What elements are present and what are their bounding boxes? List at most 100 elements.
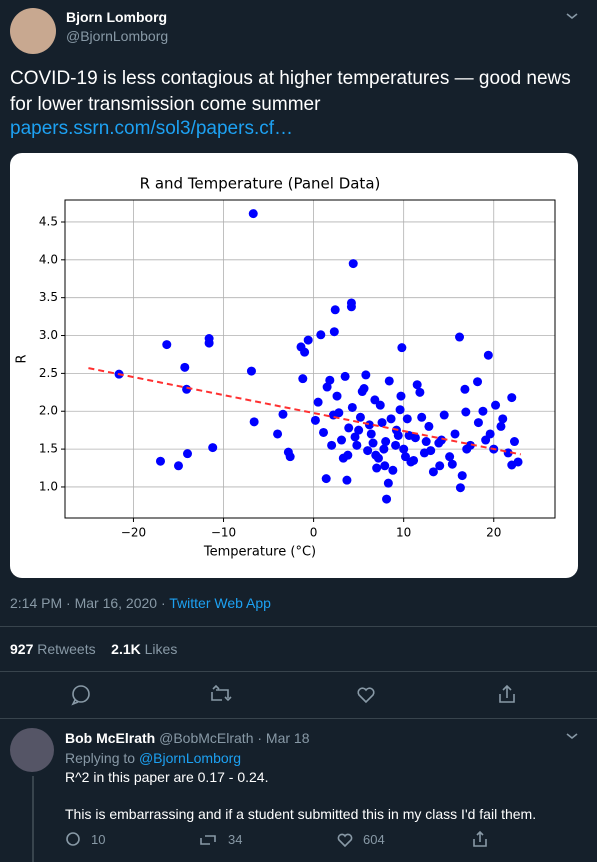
point [379,444,389,454]
point [337,435,347,445]
reply-button[interactable] [71,685,90,706]
share-button[interactable] [499,684,515,703]
point [344,423,354,433]
retweet-count[interactable]: 927 [10,641,34,657]
point [182,384,192,394]
like-icon[interactable] [337,833,353,848]
point [343,450,353,460]
point [377,418,387,428]
like-count[interactable]: 2.1K [111,641,141,657]
chart-title: R and Temperature (Panel Data) [140,175,381,193]
y-tick-label: 1.5 [39,442,58,456]
x-tick-label: 10 [396,526,411,540]
point [478,406,488,416]
retweet-label[interactable]: Retweets [37,641,96,657]
point [357,387,367,397]
y-tick-label: 4.5 [39,214,58,228]
point [273,429,283,439]
author-name[interactable]: Bjorn Lomborg [66,9,168,25]
x-tick-label: 20 [486,526,501,540]
point [388,465,398,475]
point [316,330,326,340]
reply-like-count[interactable]: 604 [363,832,385,847]
point [424,421,434,431]
point [415,387,425,397]
reply-retweet-count[interactable]: 34 [228,832,243,847]
trend-line [88,367,521,456]
point [342,475,352,485]
point [485,429,495,439]
y-tick-label: 2.0 [39,404,58,418]
timestamp-row: 2:14 PM · Mar 16, 2020 · Twitter Web App [10,595,271,611]
point [435,461,445,471]
point [380,461,390,471]
reply-handle[interactable]: @BobMcElrath · Mar 18 [159,730,310,746]
like-button[interactable] [357,687,375,704]
stats: 927 Retweets 2.1K Likes [10,641,177,657]
point [354,425,364,435]
point [162,340,172,350]
y-axis-label: R [15,354,30,363]
point [155,456,165,466]
like-label[interactable]: Likes [144,641,178,657]
y-tick-label: 1.0 [39,479,58,493]
retweet-button[interactable] [211,684,232,702]
tweet-link[interactable]: papers.ssrn.com/sol3/papers.cf… [10,118,294,139]
point [183,449,192,459]
chart[interactable]: R and Temperature (Panel Data) Temperatu… [10,153,578,578]
point [325,375,335,385]
x-tick-label: 0 [310,526,318,540]
action-bar [71,684,515,706]
point [366,429,376,439]
replying-row: Replying to @BjornLomborg [65,750,241,766]
point [372,463,382,473]
point [285,452,295,462]
point [298,374,308,384]
point [346,302,356,312]
point [513,457,523,467]
point [457,471,467,481]
point [445,452,455,462]
point [363,446,373,456]
point [180,362,190,372]
share-icon[interactable] [473,830,487,847]
source[interactable]: Twitter Web App [169,595,271,611]
reply-header: Bob McElrath @BobMcElrath · Mar 18 [65,730,310,746]
avatar[interactable] [10,8,56,54]
point [426,446,436,456]
point [375,400,385,410]
reply-avatar[interactable] [10,728,54,772]
point [439,410,449,420]
point [361,370,371,380]
point [249,417,259,427]
point [404,430,414,440]
point [395,405,405,415]
caret[interactable] [564,8,580,24]
point [303,335,313,345]
point [348,259,358,269]
reply-caret[interactable] [564,728,580,744]
point [498,414,508,424]
point [428,467,438,477]
author-handle[interactable]: @BjornLomborg [66,28,169,44]
point [455,483,465,493]
retweet-icon[interactable] [200,835,216,845]
y-tick-label: 2.5 [39,366,58,380]
point [334,408,344,418]
point [300,347,310,357]
reply-icon[interactable] [66,832,80,846]
reply-author[interactable]: Bob McElrath [65,730,156,746]
point [368,438,378,448]
point [355,412,365,422]
y-tick-label: 3.0 [39,328,58,342]
point [412,380,422,390]
replying-handle[interactable]: @BjornLomborg [138,750,242,766]
point [350,432,360,442]
point [399,444,409,454]
reply-count[interactable]: 10 [91,832,106,847]
point [417,412,427,422]
y-tick-label: 4.0 [39,252,58,266]
timestamp: 2:14 PM · Mar 16, 2020 · [10,595,170,611]
point [321,474,331,484]
point [347,402,357,412]
